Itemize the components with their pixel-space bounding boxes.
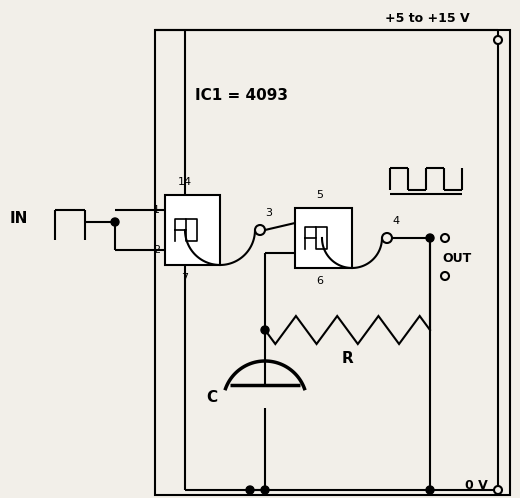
Text: +5 to +15 V: +5 to +15 V (385, 11, 470, 24)
Text: 3: 3 (266, 208, 272, 218)
Text: 1: 1 (153, 205, 160, 215)
Circle shape (261, 326, 269, 334)
Text: 6: 6 (317, 276, 323, 286)
Text: IC1 = 4093: IC1 = 4093 (195, 88, 288, 103)
Text: 5: 5 (317, 190, 323, 200)
Text: C: C (206, 389, 217, 404)
Text: 7: 7 (181, 273, 189, 283)
Circle shape (494, 36, 502, 44)
Bar (165, 195, 220, 265)
Text: OUT: OUT (442, 251, 471, 264)
Text: R: R (342, 351, 354, 366)
Circle shape (441, 272, 449, 280)
Bar (295, 208, 352, 268)
Circle shape (382, 233, 392, 243)
Text: 14: 14 (178, 177, 192, 187)
Text: 2: 2 (153, 245, 160, 255)
Circle shape (426, 234, 434, 242)
Circle shape (111, 218, 119, 226)
Text: 0 V: 0 V (465, 479, 488, 492)
Bar (155, 30, 510, 495)
Text: 4: 4 (393, 216, 399, 226)
Circle shape (441, 234, 449, 242)
Text: IN: IN (10, 211, 29, 226)
Circle shape (255, 225, 265, 235)
Circle shape (261, 486, 269, 494)
Circle shape (246, 486, 254, 494)
Circle shape (494, 486, 502, 494)
Circle shape (426, 486, 434, 494)
